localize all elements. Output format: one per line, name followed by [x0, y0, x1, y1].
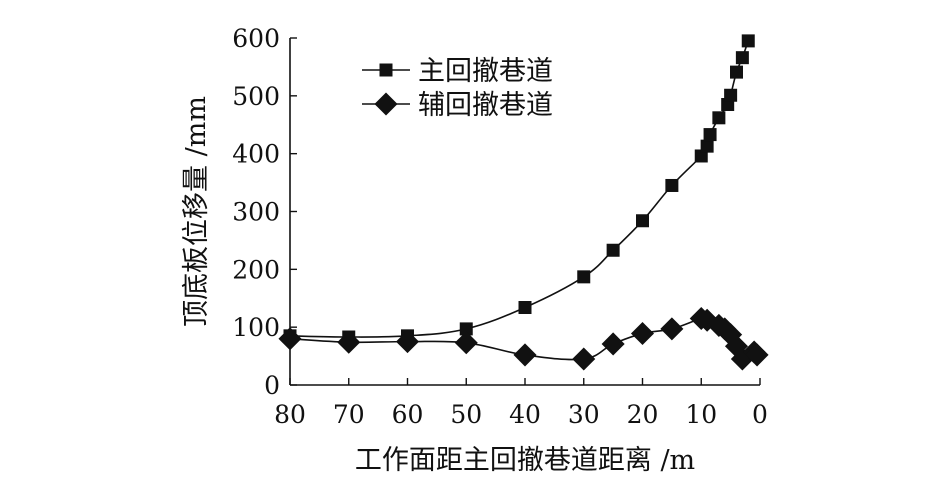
data-point [700, 139, 714, 153]
data-point [694, 149, 708, 163]
data-point [719, 323, 743, 347]
data-point [395, 330, 420, 354]
series-layer [278, 34, 769, 371]
x-tick-label: 50 [450, 400, 482, 429]
legend-item-1: 主回撤巷道 [362, 56, 553, 87]
y-tick-label: 600 [232, 24, 280, 53]
data-point [665, 178, 679, 192]
data-point [636, 214, 649, 228]
y-tick-label: 500 [232, 82, 280, 111]
x-tick-label: 0 [752, 400, 768, 429]
data-point [572, 347, 596, 371]
data-point [630, 322, 655, 346]
data-point [601, 332, 625, 356]
data-point [745, 343, 769, 367]
series-2 [278, 306, 769, 371]
y-tick-label: 0 [264, 371, 280, 400]
data-point [735, 51, 749, 65]
x-tick-label: 40 [509, 400, 541, 429]
y-axis-title: 顶底板位移量 /mm [181, 96, 212, 327]
data-point [278, 327, 302, 351]
data-point [724, 88, 738, 102]
legend-marker [379, 63, 393, 77]
x-tick-label: 20 [627, 400, 659, 429]
legend-marker [374, 92, 398, 116]
data-point [459, 322, 473, 336]
data-point [703, 128, 717, 142]
legend-label: 主回撤巷道 [418, 56, 553, 87]
data-point [606, 243, 620, 257]
data-point [577, 270, 591, 284]
x-tick-label: 80 [274, 400, 306, 429]
x-axis-title: 工作面距主回撤巷道距离 /m [355, 445, 695, 476]
data-point [660, 317, 684, 341]
y-tick-label: 400 [232, 140, 280, 169]
data-point [518, 301, 532, 315]
x-tick-label: 70 [333, 400, 365, 429]
legend-item-2: 辅回撤巷道 [362, 90, 553, 121]
data-point [337, 330, 361, 354]
data-point [712, 111, 726, 125]
x-tick-label: 30 [568, 400, 600, 429]
x-tick-label: 10 [685, 400, 717, 429]
data-point [454, 331, 478, 355]
y-tick-label: 300 [232, 198, 280, 227]
legend-label: 辅回撤巷道 [418, 90, 553, 121]
data-point [513, 343, 537, 367]
y-tick-label: 100 [232, 313, 280, 342]
data-point [730, 65, 743, 79]
y-tick-label: 200 [232, 255, 280, 284]
x-tick-label: 60 [392, 400, 424, 429]
series-1 [283, 34, 755, 344]
data-point [741, 34, 755, 48]
